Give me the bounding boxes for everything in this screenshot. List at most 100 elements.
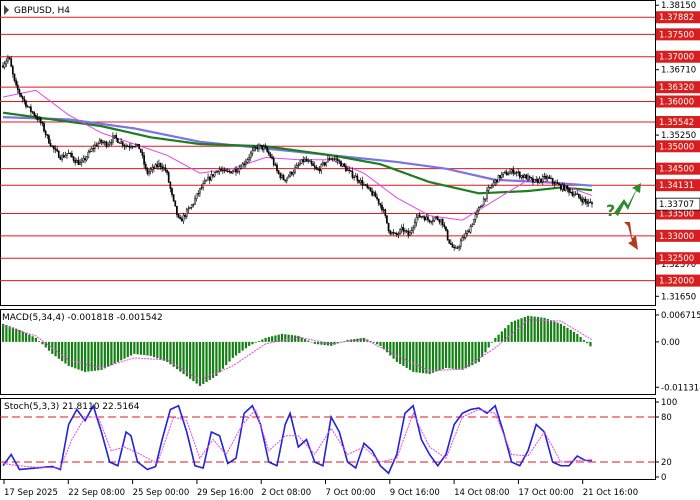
- candle-body: [295, 165, 298, 168]
- candle-body: [546, 176, 549, 180]
- macd-bar: [234, 341, 238, 356]
- candle-body: [225, 169, 227, 172]
- candle-body: [131, 146, 134, 148]
- macd-bar: [487, 341, 490, 348]
- macd-bar: [579, 336, 582, 342]
- candle-body: [476, 210, 479, 216]
- candle-body: [246, 159, 249, 163]
- candle-body: [38, 118, 40, 120]
- candle-body: [486, 189, 488, 199]
- macd-bar: [41, 341, 44, 345]
- macd-bar: [287, 334, 290, 342]
- candle-body: [351, 171, 354, 178]
- macd-bar: [205, 341, 208, 382]
- macd-bar: [116, 341, 120, 362]
- candle-body: [315, 167, 318, 170]
- candle-body: [369, 187, 372, 192]
- candle-body: [327, 158, 329, 163]
- candle-body: [236, 171, 239, 173]
- candle-body: [522, 175, 524, 178]
- candle-body: [49, 142, 52, 147]
- candle-body: [428, 219, 431, 223]
- macd-bar: [513, 320, 517, 342]
- macd-bar: [133, 341, 136, 354]
- macd-bar: [435, 341, 438, 372]
- candle-body: [2, 65, 4, 68]
- candle-body: [504, 171, 506, 173]
- candle-body: [313, 165, 316, 168]
- macd-bar: [18, 329, 21, 342]
- macd-bar: [425, 341, 428, 374]
- candle-body: [446, 230, 449, 240]
- candle-body: [230, 171, 232, 174]
- macd-bar: [556, 322, 559, 342]
- macd-bar: [566, 327, 569, 342]
- level-label-box: [656, 95, 700, 108]
- candle-body: [215, 171, 218, 173]
- candle-body: [190, 204, 193, 208]
- candle-body: [292, 171, 295, 175]
- macd-bar: [297, 335, 300, 342]
- moving-average-line: [2, 116, 593, 187]
- candle-body: [25, 100, 27, 107]
- level-label-box: [656, 28, 700, 41]
- candle-body: [528, 175, 531, 178]
- candle-body: [556, 182, 559, 185]
- candle-body: [523, 174, 526, 178]
- macd-bar: [149, 341, 152, 356]
- candle-body: [586, 201, 588, 204]
- candle-body: [543, 176, 546, 178]
- macd-bar: [54, 341, 57, 357]
- macd-bar: [362, 337, 366, 342]
- macd-bar: [500, 331, 503, 342]
- candle-body: [158, 163, 160, 167]
- macd-bar: [490, 341, 494, 343]
- candle-body: [461, 237, 464, 242]
- candle-body: [79, 162, 81, 165]
- candle-body: [400, 227, 403, 230]
- candle-body: [61, 155, 63, 160]
- candle-body: [443, 224, 446, 227]
- macd-bar: [70, 341, 74, 368]
- macd-bar: [182, 341, 185, 374]
- candle-body: [492, 182, 495, 186]
- stoch-tick-label: 20: [661, 458, 672, 468]
- stoch-axis: 100 80 20 0: [655, 398, 677, 483]
- candle-body: [533, 179, 536, 183]
- candle-body: [274, 164, 277, 166]
- candle-body: [33, 112, 36, 116]
- time-tick-label: 17 Sep 2025: [4, 488, 58, 498]
- moving-average-line: [2, 111, 593, 195]
- macd-bar: [162, 341, 165, 361]
- time-tick-label: 9 Oct 16:00: [390, 488, 440, 498]
- macd-bar: [248, 341, 251, 346]
- candle-body: [541, 176, 544, 183]
- candle-body: [120, 141, 122, 144]
- candle-body: [264, 146, 267, 148]
- candle-body: [279, 173, 282, 178]
- candle-body: [382, 209, 385, 211]
- candle-body: [361, 180, 364, 186]
- candle-body: [397, 233, 400, 235]
- macd-bar: [422, 341, 425, 374]
- candle-body: [23, 98, 26, 102]
- candle-body: [563, 184, 565, 191]
- price-panel: GBPUSD, H4 ? 1.381501.367101.352501.3376…: [0, 0, 700, 306]
- candle-body: [174, 200, 177, 207]
- candle-body: [66, 153, 68, 156]
- time-tick-label: 25 Sep 00:00: [133, 488, 190, 498]
- candle-body: [18, 89, 21, 94]
- macd-bar: [277, 334, 280, 342]
- candle-body: [328, 158, 331, 160]
- candle-body: [156, 164, 159, 167]
- candle-body: [510, 169, 513, 173]
- candle-body: [432, 220, 434, 223]
- candle-body: [36, 116, 39, 120]
- candle-body: [427, 216, 429, 221]
- candle-body: [171, 188, 173, 195]
- candle-body: [30, 106, 32, 112]
- candle-body: [300, 159, 303, 164]
- candle-body: [578, 193, 580, 198]
- candle-body: [13, 73, 16, 81]
- candle-body: [241, 163, 244, 170]
